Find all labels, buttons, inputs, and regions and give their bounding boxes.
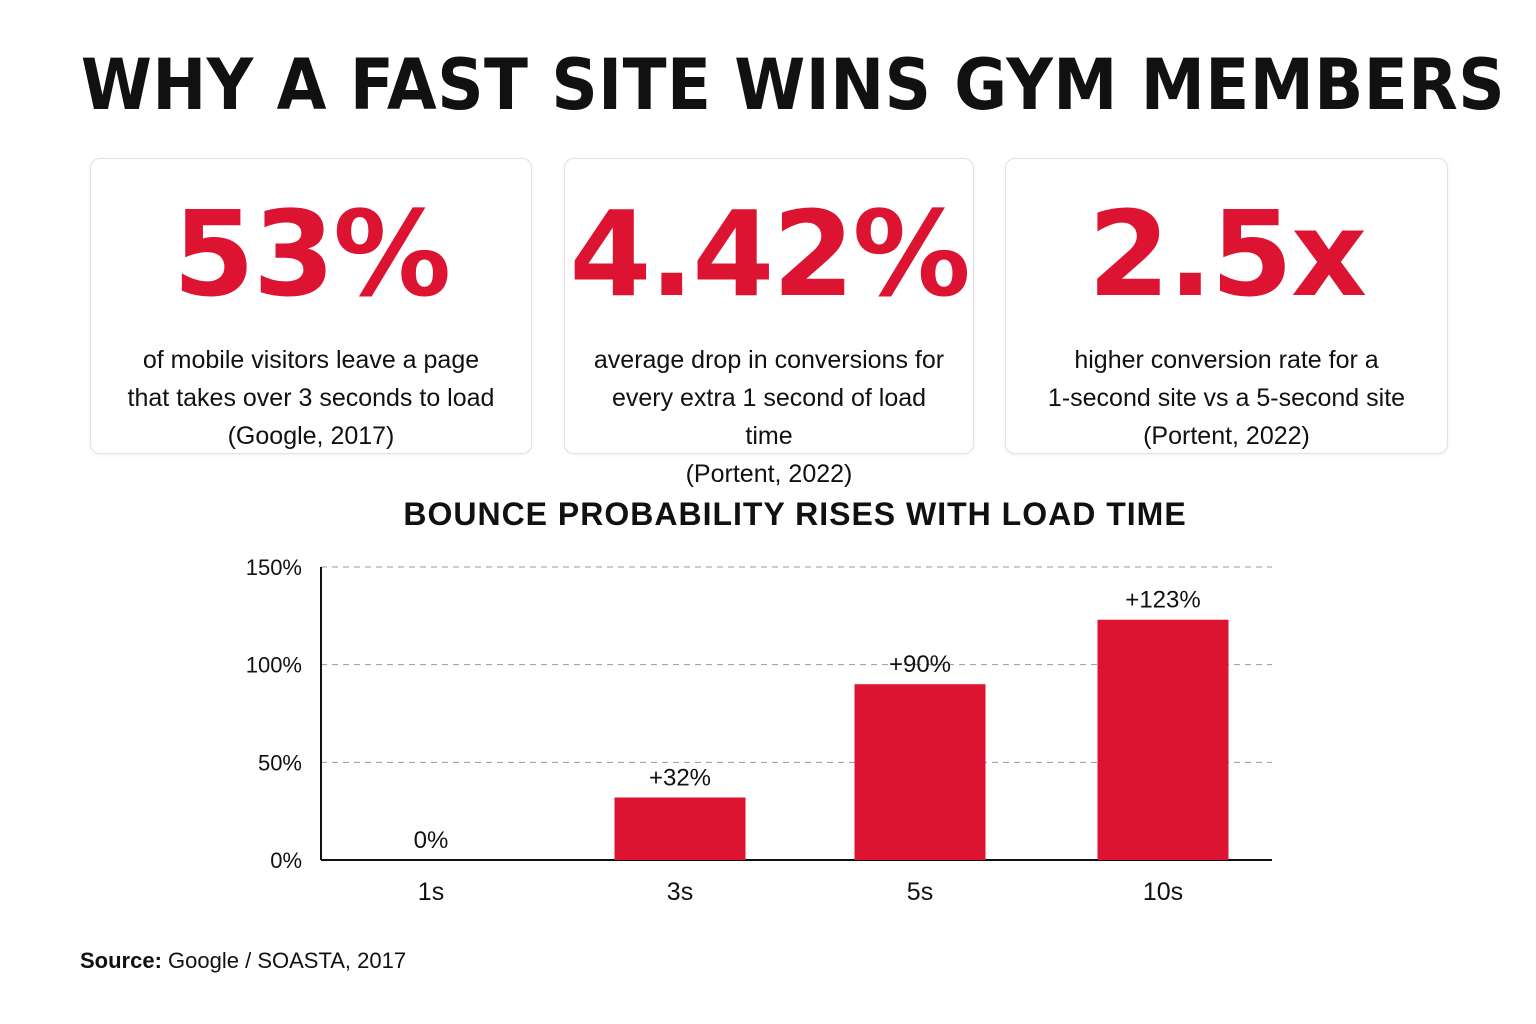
x-tick-label: 1s bbox=[418, 878, 444, 906]
stat-card-3: 2.5x higher conversion rate for a 1-seco… bbox=[1005, 158, 1448, 454]
bar bbox=[854, 684, 986, 860]
stat-source: (Portent, 2022) bbox=[1143, 422, 1310, 450]
source-note: Source: Google / SOASTA, 2017 bbox=[80, 948, 406, 974]
x-tick-label: 5s bbox=[907, 878, 933, 906]
data-label: +90% bbox=[889, 651, 951, 678]
x-tick-label: 3s bbox=[667, 878, 693, 906]
data-label: +123% bbox=[1125, 587, 1200, 614]
stat-value: 4.42% bbox=[569, 185, 970, 323]
stat-source: (Portent, 2022) bbox=[685, 460, 853, 488]
bar bbox=[1097, 619, 1229, 860]
data-label: +32% bbox=[649, 764, 711, 791]
source-label: Source: bbox=[80, 948, 162, 973]
stat-line: higher conversion rate for a bbox=[1074, 346, 1379, 374]
stat-line: every extra 1 second of load time bbox=[611, 384, 927, 450]
page-title: WHY A FAST SITE WINS GYM MEMBERS bbox=[80, 44, 1506, 126]
y-tick-label: 150% bbox=[246, 555, 302, 580]
bounce-bar-chart: 0% 50% 100% 150% 0% 1s +32% 3s +90% 5s +123% 10s bbox=[246, 555, 1272, 906]
stat-value: 2.5x bbox=[1087, 185, 1367, 323]
stat-source: (Google, 2017) bbox=[227, 422, 395, 450]
stat-line: that takes over 3 seconds to load bbox=[127, 384, 495, 412]
stat-card-1: 53% of mobile visitors leave a page that… bbox=[90, 158, 532, 454]
stat-line: 1-second site vs a 5-second site bbox=[1047, 384, 1406, 412]
stat-description: average drop in conversions for every ex… bbox=[565, 341, 973, 493]
data-label: 0% bbox=[414, 827, 449, 854]
stat-line: average drop in conversions for bbox=[593, 346, 945, 374]
x-tick-label: 10s bbox=[1143, 878, 1183, 906]
stat-card-2: 4.42% average drop in conversions for ev… bbox=[564, 158, 974, 488]
stat-description: of mobile visitors leave a page that tak… bbox=[91, 341, 531, 455]
stat-line: of mobile visitors leave a page bbox=[142, 346, 480, 374]
y-tick-label: 100% bbox=[246, 653, 302, 678]
chart-title: BOUNCE PROBABILITY RISES WITH LOAD TIME bbox=[403, 496, 1187, 532]
bar bbox=[614, 797, 746, 860]
stat-value: 53% bbox=[172, 185, 451, 323]
y-tick-label: 50% bbox=[258, 750, 302, 775]
source-text: Google / SOASTA, 2017 bbox=[161, 948, 407, 973]
stat-description: higher conversion rate for a 1-second si… bbox=[1006, 341, 1447, 455]
y-tick-label: 0% bbox=[270, 848, 302, 873]
